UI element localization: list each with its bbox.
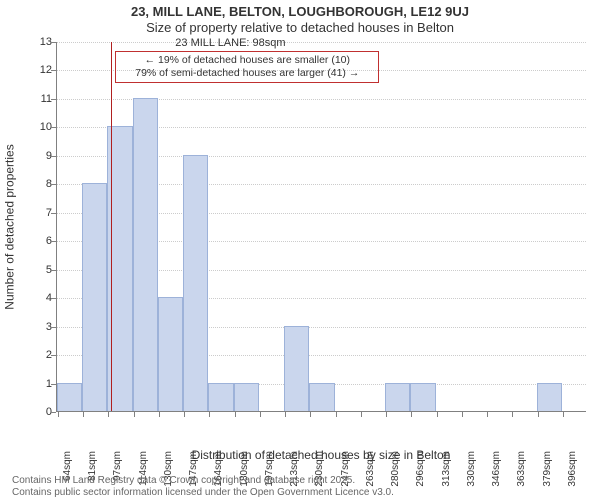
xtick-mark: [538, 412, 539, 417]
annotation-line-2: 79% of semi-detached houses are larger (…: [122, 67, 372, 80]
reference-line: [111, 42, 112, 411]
histogram-bar: [234, 383, 259, 411]
xtick-mark: [209, 412, 210, 417]
xtick-mark: [260, 412, 261, 417]
histogram-bar: [158, 297, 183, 411]
xtick-mark: [512, 412, 513, 417]
histogram-bar: [537, 383, 562, 411]
xtick-mark: [487, 412, 488, 417]
ytick-mark: [51, 412, 56, 413]
xtick-mark: [563, 412, 564, 417]
plot-area: 23 MILL LANE: 98sqm← 19% of detached hou…: [56, 42, 586, 412]
ytick-label: 11: [28, 93, 52, 105]
footer-attribution: Contains HM Land Registry data © Crown c…: [12, 475, 394, 498]
gridline-h: [57, 42, 586, 43]
ytick-label: 10: [28, 121, 52, 133]
ytick-label: 7: [28, 207, 52, 219]
xtick-mark: [462, 412, 463, 417]
xtick-mark: [285, 412, 286, 417]
xtick-mark: [310, 412, 311, 417]
chart-title-main: 23, MILL LANE, BELTON, LOUGHBOROUGH, LE1…: [0, 4, 600, 20]
ytick-label: 2: [28, 349, 52, 361]
ytick-label: 0: [28, 406, 52, 418]
xtick-mark: [437, 412, 438, 417]
xtick-mark: [235, 412, 236, 417]
xtick-mark: [184, 412, 185, 417]
histogram-bar: [208, 383, 233, 411]
histogram-bar: [133, 98, 158, 411]
ytick-label: 9: [28, 150, 52, 162]
ytick-label: 12: [28, 64, 52, 76]
histogram-bar: [385, 383, 410, 411]
xtick-mark: [83, 412, 84, 417]
xtick-mark: [159, 412, 160, 417]
histogram-bar: [284, 326, 309, 411]
ytick-label: 3: [28, 321, 52, 333]
annotation-line-1: ← 19% of detached houses are smaller (10…: [122, 54, 372, 67]
ytick-label: 6: [28, 235, 52, 247]
y-axis-label: Number of detached properties: [2, 42, 18, 412]
annotation-title: 23 MILL LANE: 98sqm: [175, 37, 285, 49]
x-axis-label: Distribution of detached houses by size …: [56, 448, 586, 462]
annotation-box: ← 19% of detached houses are smaller (10…: [115, 51, 379, 83]
footer-line-1: Contains HM Land Registry data © Crown c…: [12, 475, 394, 487]
ytick-label: 5: [28, 264, 52, 276]
ytick-label: 1: [28, 378, 52, 390]
ytick-label: 4: [28, 292, 52, 304]
xtick-mark: [336, 412, 337, 417]
histogram-bar: [82, 183, 107, 411]
histogram-bar: [410, 383, 435, 411]
histogram-bar: [183, 155, 208, 411]
ytick-label: 8: [28, 178, 52, 190]
xtick-mark: [134, 412, 135, 417]
histogram-bar: [309, 383, 334, 411]
histogram-bar: [57, 383, 82, 411]
ytick-label: 13: [28, 36, 52, 48]
xtick-mark: [411, 412, 412, 417]
xtick-mark: [58, 412, 59, 417]
footer-line-2: Contains public sector information licen…: [12, 487, 394, 499]
chart-title-block: 23, MILL LANE, BELTON, LOUGHBOROUGH, LE1…: [0, 4, 600, 35]
xtick-mark: [361, 412, 362, 417]
xtick-mark: [386, 412, 387, 417]
xtick-mark: [108, 412, 109, 417]
chart-title-sub: Size of property relative to detached ho…: [0, 20, 600, 36]
